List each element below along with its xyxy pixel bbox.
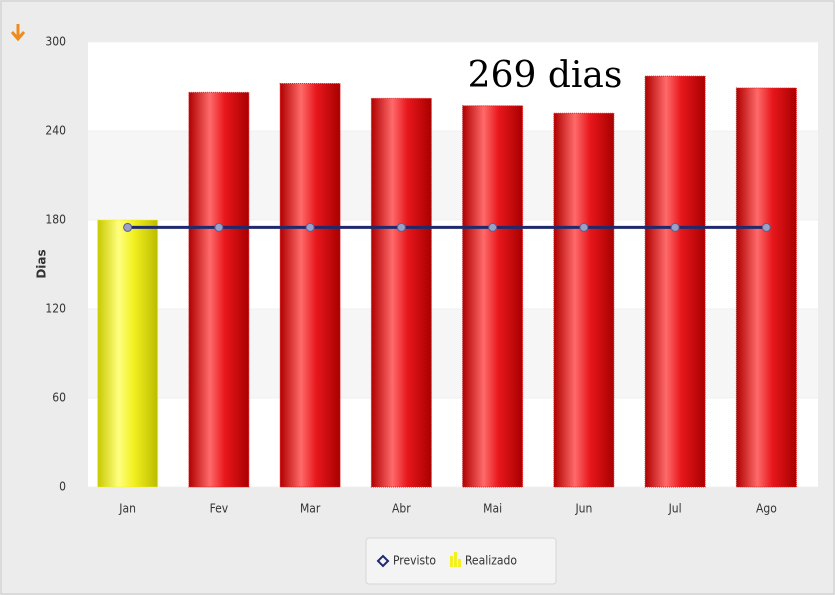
- bar: [462, 105, 524, 488]
- legend-marker: [376, 554, 390, 568]
- line-point: [761, 222, 771, 232]
- legend-label: Previsto: [393, 554, 436, 568]
- bar: [644, 75, 706, 488]
- bar: [735, 87, 797, 488]
- x-tick-label: Jun: [574, 502, 592, 516]
- line-point: [488, 222, 498, 232]
- legend-marker: [449, 556, 453, 567]
- line-point: [214, 222, 224, 232]
- x-tick-label: Jul: [668, 502, 682, 516]
- bar: [370, 97, 432, 488]
- bar: [553, 112, 615, 488]
- y-tick-label: 0: [59, 480, 66, 494]
- legend-box: [365, 537, 557, 585]
- y-tick-label: 120: [45, 302, 66, 316]
- y-tick-label: 240: [45, 124, 66, 138]
- collapse-icon[interactable]: [10, 24, 26, 42]
- x-tick-label: Ago: [756, 502, 777, 516]
- line-point: [123, 222, 133, 232]
- legend-label: Realizado: [465, 554, 517, 568]
- x-tick-label: Fev: [210, 502, 229, 516]
- bar: [188, 91, 250, 488]
- y-tick-label: 180: [45, 213, 66, 227]
- line-point: [396, 222, 406, 232]
- bar: [279, 83, 341, 488]
- y-tick-label: 60: [52, 391, 66, 405]
- bar: [97, 219, 159, 488]
- x-tick-label: Mar: [300, 502, 321, 516]
- line-point: [305, 222, 315, 232]
- line-point: [670, 222, 680, 232]
- y-tick-label: 300: [45, 35, 66, 49]
- legend-marker: [453, 552, 457, 567]
- y-axis-title: Dias: [35, 249, 49, 278]
- line-point: [579, 222, 589, 232]
- x-tick-label: Jan: [118, 502, 136, 516]
- x-tick-label: Abr: [392, 502, 411, 516]
- x-tick-label: Mai: [483, 502, 502, 516]
- legend-marker: [457, 559, 461, 567]
- annotation: 269 dias: [468, 55, 623, 96]
